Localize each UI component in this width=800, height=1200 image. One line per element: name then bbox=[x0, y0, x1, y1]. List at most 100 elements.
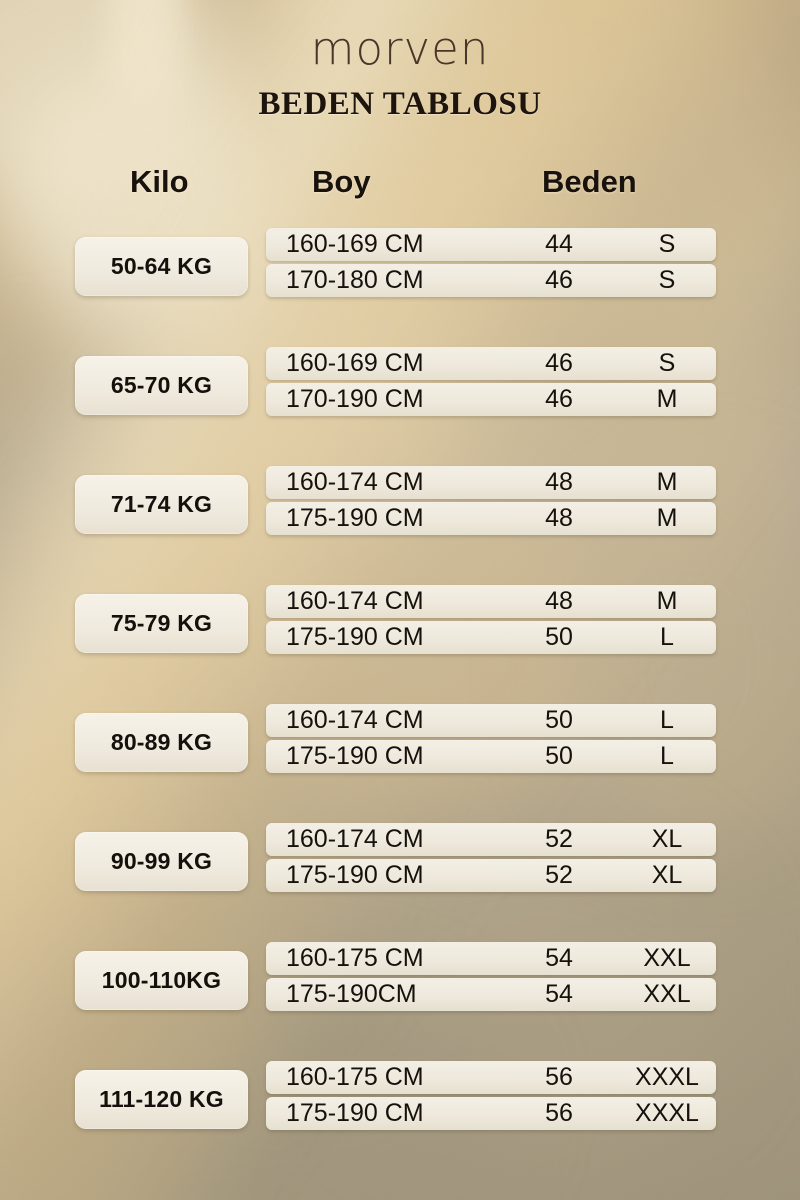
table-row: 160-174 CM 48 M bbox=[266, 466, 716, 499]
size-rows: 160-174 CM 48 M 175-190 CM 50 L bbox=[266, 585, 716, 657]
size-groups: 50-64 KG 160-169 CM 44 S 170-180 CM 46 S 65-70 … bbox=[0, 222, 800, 1174]
height-range-value: 175-190 CM bbox=[286, 1099, 424, 1127]
letter-size-value: M bbox=[656, 385, 678, 413]
weight-range-label: 111-120 KG bbox=[99, 1086, 224, 1112]
weight-range-pill: 90-99 KG bbox=[75, 832, 248, 891]
numeric-size-value: 54 bbox=[545, 944, 573, 972]
table-row: 160-174 CM 50 L bbox=[266, 704, 716, 737]
column-headers: Kilo Boy Beden bbox=[0, 164, 800, 210]
height-range-value: 160-175 CM bbox=[286, 944, 424, 972]
size-rows: 160-175 CM 56 XXXL 175-190 CM 56 XXXL bbox=[266, 1061, 716, 1133]
numeric-size-value: 46 bbox=[545, 349, 573, 377]
size-group: 90-99 KG 160-174 CM 52 XL 175-190 CM 52 XL bbox=[0, 817, 800, 936]
letter-size-value: L bbox=[660, 706, 674, 734]
numeric-size-value: 52 bbox=[545, 825, 573, 853]
table-row: 160-175 CM 56 XXXL bbox=[266, 1061, 716, 1094]
table-row: 175-190 CM 50 L bbox=[266, 621, 716, 654]
weight-range-pill: 50-64 KG bbox=[75, 237, 248, 296]
letter-size-value: M bbox=[656, 504, 678, 532]
table-row: 160-169 CM 46 S bbox=[266, 347, 716, 380]
height-range-value: 175-190CM bbox=[286, 980, 417, 1008]
weight-range-label: 71-74 KG bbox=[110, 491, 213, 517]
table-row: 175-190 CM 52 XL bbox=[266, 859, 716, 892]
size-group: 100-110KG 160-175 CM 54 XXL 175-190CM 54 XXL bbox=[0, 936, 800, 1055]
weight-range-label: 65-70 KG bbox=[110, 372, 213, 398]
column-header-height: Boy bbox=[312, 164, 371, 199]
letter-size-value: S bbox=[658, 230, 676, 258]
height-range-value: 175-190 CM bbox=[286, 623, 424, 651]
height-range-value: 160-169 CM bbox=[286, 349, 424, 377]
size-group: 80-89 KG 160-174 CM 50 L 175-190 CM 50 L bbox=[0, 698, 800, 817]
letter-size-value: S bbox=[658, 266, 676, 294]
brand-logo: morven bbox=[310, 22, 490, 75]
column-header-size: Beden bbox=[542, 164, 637, 199]
letter-size-value: XXXL bbox=[635, 1099, 699, 1127]
letter-size-value: XL bbox=[651, 825, 683, 853]
numeric-size-value: 50 bbox=[545, 706, 573, 734]
letter-size-value: M bbox=[656, 468, 678, 496]
weight-range-pill: 80-89 KG bbox=[75, 713, 248, 772]
numeric-size-value: 48 bbox=[545, 504, 573, 532]
numeric-size-value: 48 bbox=[545, 468, 573, 496]
numeric-size-value: 46 bbox=[545, 385, 573, 413]
numeric-size-value: 56 bbox=[545, 1063, 573, 1091]
weight-range-pill: 100-110KG bbox=[75, 951, 248, 1010]
letter-size-value: L bbox=[660, 623, 674, 651]
weight-range-label: 100-110KG bbox=[101, 967, 222, 993]
size-rows: 160-175 CM 54 XXL 175-190CM 54 XXL bbox=[266, 942, 716, 1014]
letter-size-value: XL bbox=[651, 861, 683, 889]
height-range-value: 160-169 CM bbox=[286, 230, 424, 258]
table-row: 175-190 CM 56 XXXL bbox=[266, 1097, 716, 1130]
table-row: 170-190 CM 46 M bbox=[266, 383, 716, 416]
letter-size-value: M bbox=[656, 587, 678, 615]
height-range-value: 170-190 CM bbox=[286, 385, 424, 413]
height-range-value: 170-180 CM bbox=[286, 266, 424, 294]
size-group: 50-64 KG 160-169 CM 44 S 170-180 CM 46 S bbox=[0, 222, 800, 341]
weight-range-pill: 71-74 KG bbox=[75, 475, 248, 534]
weight-range-label: 75-79 KG bbox=[110, 610, 213, 636]
numeric-size-value: 48 bbox=[545, 587, 573, 615]
numeric-size-value: 52 bbox=[545, 861, 573, 889]
height-range-value: 160-174 CM bbox=[286, 825, 424, 853]
numeric-size-value: 46 bbox=[545, 266, 573, 294]
letter-size-value: XXL bbox=[643, 980, 691, 1008]
weight-range-pill: 75-79 KG bbox=[75, 594, 248, 653]
table-row: 160-174 CM 48 M bbox=[266, 585, 716, 618]
weight-range-label: 90-99 KG bbox=[110, 848, 213, 874]
size-rows: 160-169 CM 44 S 170-180 CM 46 S bbox=[266, 228, 716, 300]
table-row: 175-190 CM 48 M bbox=[266, 502, 716, 535]
size-rows: 160-174 CM 48 M 175-190 CM 48 M bbox=[266, 466, 716, 538]
column-header-weight: Kilo bbox=[130, 164, 189, 199]
height-range-value: 175-190 CM bbox=[286, 861, 424, 889]
weight-range-label: 50-64 KG bbox=[110, 253, 213, 279]
table-row: 175-190 CM 50 L bbox=[266, 740, 716, 773]
height-range-value: 175-190 CM bbox=[286, 742, 424, 770]
numeric-size-value: 50 bbox=[545, 742, 573, 770]
numeric-size-value: 50 bbox=[545, 623, 573, 651]
letter-size-value: XXXL bbox=[635, 1063, 699, 1091]
size-group: 111-120 KG 160-175 CM 56 XXXL 175-190 CM 56 XX… bbox=[0, 1055, 800, 1174]
page-title: BEDEN TABLOSU bbox=[258, 86, 542, 122]
numeric-size-value: 54 bbox=[545, 980, 573, 1008]
height-range-value: 160-175 CM bbox=[286, 1063, 424, 1091]
height-range-value: 175-190 CM bbox=[286, 504, 424, 532]
letter-size-value: L bbox=[660, 742, 674, 770]
size-group: 71-74 KG 160-174 CM 48 M 175-190 CM 48 M bbox=[0, 460, 800, 579]
height-range-value: 160-174 CM bbox=[286, 587, 424, 615]
table-row: 160-174 CM 52 XL bbox=[266, 823, 716, 856]
size-rows: 160-174 CM 50 L 175-190 CM 50 L bbox=[266, 704, 716, 776]
letter-size-value: XXL bbox=[643, 944, 691, 972]
numeric-size-value: 44 bbox=[545, 230, 573, 258]
height-range-value: 160-174 CM bbox=[286, 706, 424, 734]
weight-range-pill: 111-120 KG bbox=[75, 1070, 248, 1129]
height-range-value: 160-174 CM bbox=[286, 468, 424, 496]
letter-size-value: S bbox=[658, 349, 676, 377]
size-group: 65-70 KG 160-169 CM 46 S 170-190 CM 46 M bbox=[0, 341, 800, 460]
numeric-size-value: 56 bbox=[545, 1099, 573, 1127]
size-group: 75-79 KG 160-174 CM 48 M 175-190 CM 50 L bbox=[0, 579, 800, 698]
size-rows: 160-169 CM 46 S 170-190 CM 46 M bbox=[266, 347, 716, 419]
weight-range-pill: 65-70 KG bbox=[75, 356, 248, 415]
weight-range-label: 80-89 KG bbox=[110, 729, 213, 755]
table-row: 175-190CM 54 XXL bbox=[266, 978, 716, 1011]
